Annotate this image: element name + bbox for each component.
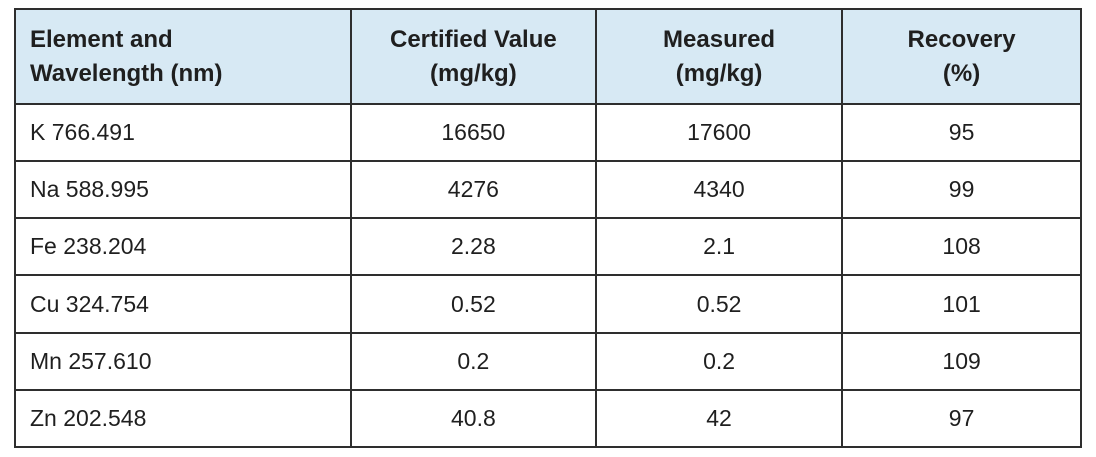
cell-recovery: 95 [841,102,1082,163]
cell-element-wavelength: K 766.491 [14,102,352,163]
table-header-row: Element and Wavelength (nm) Certified Va… [14,8,1082,105]
cell-measured: 4340 [594,160,844,220]
table-row: Cu 324.754 0.52 0.52 101 [14,274,1082,334]
cell-certified-value: 40.8 [349,388,597,449]
cell-certified-value: 16650 [349,102,597,163]
table-row: Zn 202.548 40.8 42 97 [14,388,1082,449]
cell-measured: 0.52 [594,274,844,334]
cell-measured: 17600 [594,102,844,163]
cell-recovery: 108 [841,217,1082,277]
table-row: Fe 238.204 2.28 2.1 108 [14,217,1082,277]
cell-recovery: 99 [841,160,1082,220]
table-row: K 766.491 16650 17600 95 [14,102,1082,163]
cell-certified-value: 0.52 [349,274,597,334]
cell-recovery: 109 [841,331,1082,391]
cell-element-wavelength: Fe 238.204 [14,217,352,277]
cell-element-wavelength: Cu 324.754 [14,274,352,334]
cell-measured: 0.2 [594,331,844,391]
cell-recovery: 97 [841,388,1082,449]
cell-element-wavelength: Zn 202.548 [14,388,352,449]
table-row: Mn 257.610 0.2 0.2 109 [14,331,1082,391]
cell-measured: 2.1 [594,217,844,277]
table-row: Na 588.995 4276 4340 99 [14,160,1082,220]
cell-element-wavelength: Na 588.995 [14,160,352,220]
column-header-element-wavelength: Element and Wavelength (nm) [14,8,352,105]
cell-measured: 42 [594,388,844,449]
cell-recovery: 101 [841,274,1082,334]
column-header-recovery: Recovery (%) [841,8,1082,105]
table-body: K 766.491 16650 17600 95 Na 588.995 4276… [14,102,1082,449]
cell-element-wavelength: Mn 257.610 [14,331,352,391]
recovery-results-table: Element and Wavelength (nm) Certified Va… [14,8,1082,449]
column-header-measured: Measured (mg/kg) [594,8,844,105]
cell-certified-value: 0.2 [349,331,597,391]
table-head: Element and Wavelength (nm) Certified Va… [14,8,1082,105]
column-header-certified-value: Certified Value (mg/kg) [349,8,597,105]
cell-certified-value: 2.28 [349,217,597,277]
cell-certified-value: 4276 [349,160,597,220]
